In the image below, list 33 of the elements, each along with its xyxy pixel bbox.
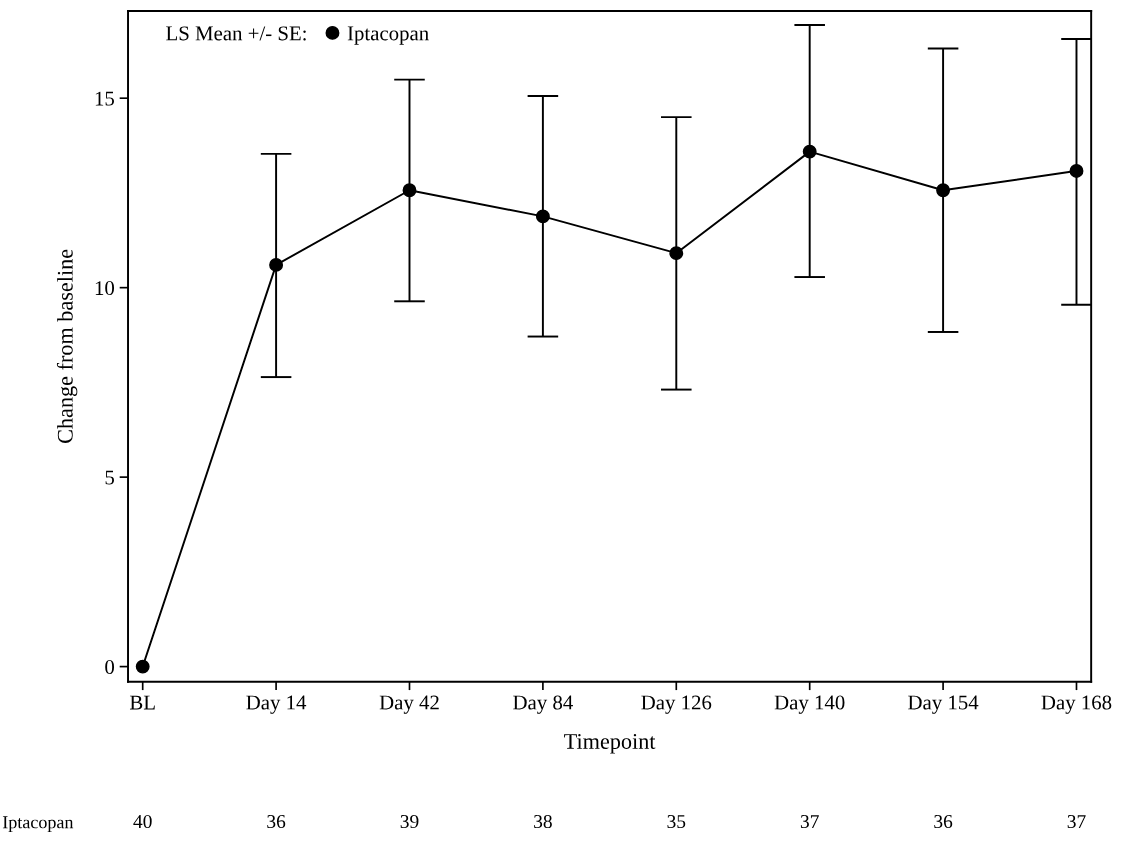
text: 37 xyxy=(1067,815,1086,829)
text: 38 xyxy=(534,814,552,829)
x-tick-label: Day 126 xyxy=(641,695,712,714)
legend-title: LS Mean +/- SE: xyxy=(166,26,306,41)
text: 36 xyxy=(934,815,953,829)
point xyxy=(1069,164,1084,178)
text: 36 xyxy=(267,815,286,829)
point xyxy=(135,659,150,674)
x-tick-label: Day 42 xyxy=(379,695,439,714)
point xyxy=(535,209,550,224)
x-axis-title: Timepoint xyxy=(564,733,656,754)
x-tick-label: Day 140 xyxy=(774,695,845,714)
text: 39 xyxy=(400,815,419,829)
y-tick-label: 5 xyxy=(105,470,115,485)
x-tick-label: Day 14 xyxy=(246,695,307,714)
x-tick-label: Day 84 xyxy=(513,695,573,714)
x-tick-label: BL xyxy=(129,695,155,710)
legend-label: Iptacopan xyxy=(347,26,429,45)
x-tick-label: Day 168 xyxy=(1041,695,1112,714)
text: 37 xyxy=(800,815,819,829)
y-tick-label: 0 xyxy=(105,659,115,675)
text: Iptacopan xyxy=(2,816,74,833)
text: 35 xyxy=(667,815,686,829)
y-tick-label: 15 xyxy=(95,91,115,106)
text: 40 xyxy=(133,814,152,829)
point xyxy=(936,183,951,198)
point xyxy=(269,257,284,272)
point xyxy=(802,144,817,159)
y-tick-label: 10 xyxy=(95,281,115,296)
point xyxy=(669,246,684,261)
y-axis-title: Change from baseline xyxy=(56,249,78,443)
x-tick-label: Day 154 xyxy=(908,695,979,714)
point xyxy=(402,183,417,198)
